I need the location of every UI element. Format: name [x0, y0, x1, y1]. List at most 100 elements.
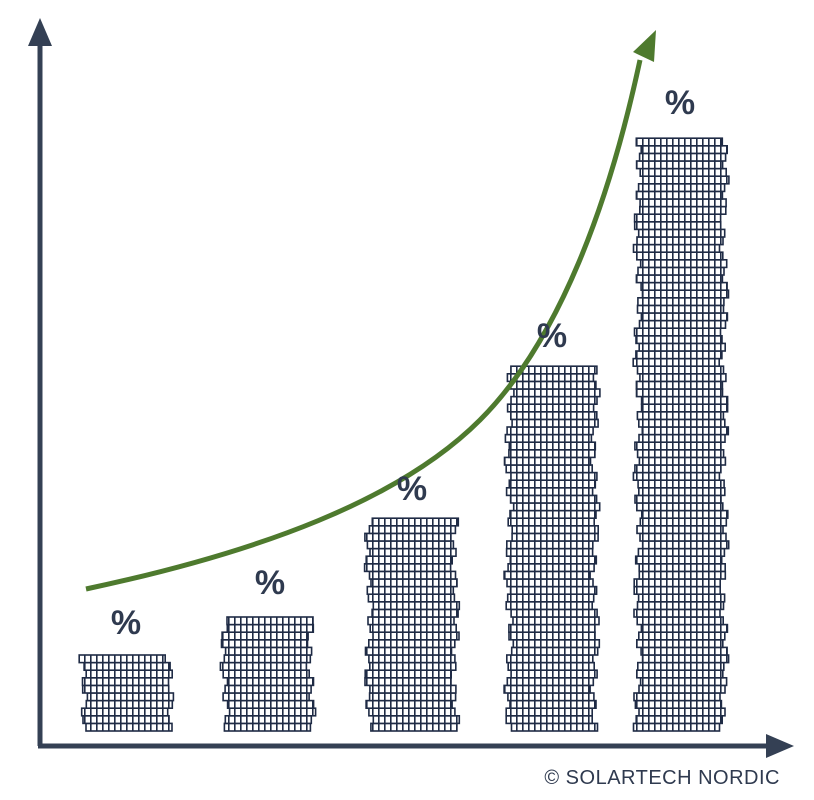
coin — [632, 471, 721, 482]
coin — [508, 631, 596, 641]
coin — [367, 593, 456, 603]
coin — [637, 479, 725, 489]
coin — [366, 540, 455, 550]
coin — [635, 502, 724, 512]
coin — [637, 183, 726, 193]
coin — [372, 714, 461, 725]
coin — [508, 623, 596, 633]
coin — [219, 661, 308, 671]
coin — [636, 661, 725, 671]
coin — [365, 699, 453, 709]
coin — [511, 532, 599, 542]
coin — [368, 654, 456, 664]
coin — [81, 676, 170, 687]
coin — [638, 684, 726, 694]
coin — [369, 684, 457, 694]
coin — [635, 388, 724, 398]
coin — [637, 593, 726, 603]
coin — [636, 616, 725, 626]
coin — [634, 555, 723, 565]
coin — [634, 464, 722, 474]
coin — [509, 509, 597, 520]
coin — [509, 699, 597, 709]
coin — [222, 692, 310, 702]
coin — [506, 578, 594, 588]
coin — [637, 228, 726, 238]
coin — [370, 578, 458, 588]
coin — [637, 296, 725, 307]
coin — [639, 532, 727, 542]
coin — [638, 570, 727, 580]
coin — [640, 145, 729, 155]
coin — [85, 669, 173, 679]
coin — [508, 479, 597, 489]
coin — [364, 532, 452, 542]
coin — [368, 570, 457, 580]
coin — [635, 350, 723, 360]
coin — [639, 676, 728, 687]
coin — [638, 456, 727, 466]
coin — [638, 205, 727, 216]
coin — [85, 722, 173, 732]
coin — [368, 524, 457, 535]
y-axis-arrow — [28, 18, 52, 46]
coin — [513, 388, 601, 398]
coin — [638, 319, 727, 330]
coin — [365, 555, 454, 565]
coin — [507, 661, 596, 671]
coin — [636, 600, 725, 611]
coin — [635, 638, 724, 649]
coin — [638, 342, 727, 352]
coin — [510, 365, 598, 375]
coin — [82, 714, 170, 725]
coin — [635, 334, 723, 345]
coin — [632, 722, 721, 732]
coin — [366, 585, 455, 595]
coin — [640, 312, 729, 322]
percent-label: % — [397, 470, 427, 508]
coin — [505, 714, 594, 725]
coin — [633, 327, 722, 337]
coin — [510, 646, 599, 656]
coin — [633, 213, 722, 223]
coin-stacks — [78, 137, 730, 732]
coin — [508, 441, 597, 451]
coin — [637, 486, 726, 497]
coin — [505, 547, 594, 557]
coin — [507, 692, 595, 702]
coin — [511, 524, 600, 535]
coin — [641, 289, 730, 299]
coin — [640, 509, 729, 520]
coin — [510, 669, 598, 679]
coin — [507, 517, 596, 527]
coin — [635, 274, 724, 284]
growth-curve — [85, 59, 643, 592]
coin — [80, 707, 169, 717]
coin — [636, 236, 724, 246]
coin — [635, 160, 724, 170]
coin — [640, 403, 729, 413]
coin — [505, 707, 594, 717]
coin — [640, 395, 729, 406]
coin — [635, 669, 724, 679]
coin — [512, 638, 601, 649]
coin — [506, 403, 595, 413]
coin — [510, 608, 598, 618]
coin — [638, 562, 727, 573]
coin — [83, 661, 171, 671]
coin — [636, 448, 725, 459]
coin — [370, 722, 458, 732]
coin — [503, 684, 591, 694]
coin — [636, 410, 725, 421]
coin — [511, 418, 599, 428]
coin — [639, 258, 728, 269]
coin — [369, 547, 457, 557]
coin — [503, 456, 592, 466]
coin — [632, 357, 721, 368]
percent-label: % — [665, 84, 695, 122]
coin — [369, 623, 458, 633]
coin — [224, 646, 313, 656]
coin — [640, 281, 728, 292]
coin — [224, 714, 313, 725]
